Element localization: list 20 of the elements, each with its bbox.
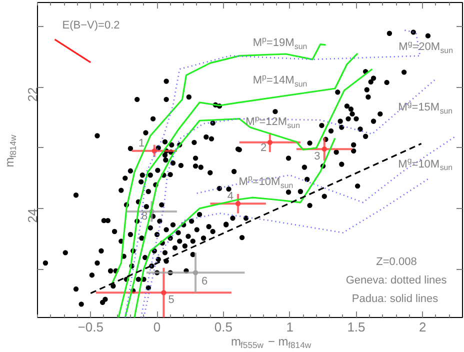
annotation: 5 [168, 294, 174, 306]
annotation: Geneva: dotted lines [346, 274, 448, 287]
annotation: 6 [201, 276, 208, 288]
annotation: 3 [314, 150, 320, 163]
x-tick-label: 0.5 [214, 320, 232, 334]
annotation: 8 [142, 210, 148, 222]
annotation: E(B−V)=0.2 [62, 19, 120, 32]
annotation: 2 [260, 142, 267, 154]
y-axis-title: mf814w [2, 134, 18, 168]
x-tick-label: 2 [419, 320, 426, 334]
x-tick-label: 1 [286, 320, 294, 334]
x-tick-label: −0.5 [78, 320, 104, 334]
y-tick-label: 24 [25, 208, 40, 223]
y-tick-label: 22 [25, 87, 40, 102]
x-tick-label: 0 [153, 320, 161, 334]
annotation: 4 [227, 190, 234, 203]
annotation: 1 [138, 137, 145, 150]
annotation: Z=0.008 [376, 256, 417, 268]
annotation: Padua: solid lines [352, 292, 439, 305]
x-tick-label: 1.5 [347, 320, 366, 334]
